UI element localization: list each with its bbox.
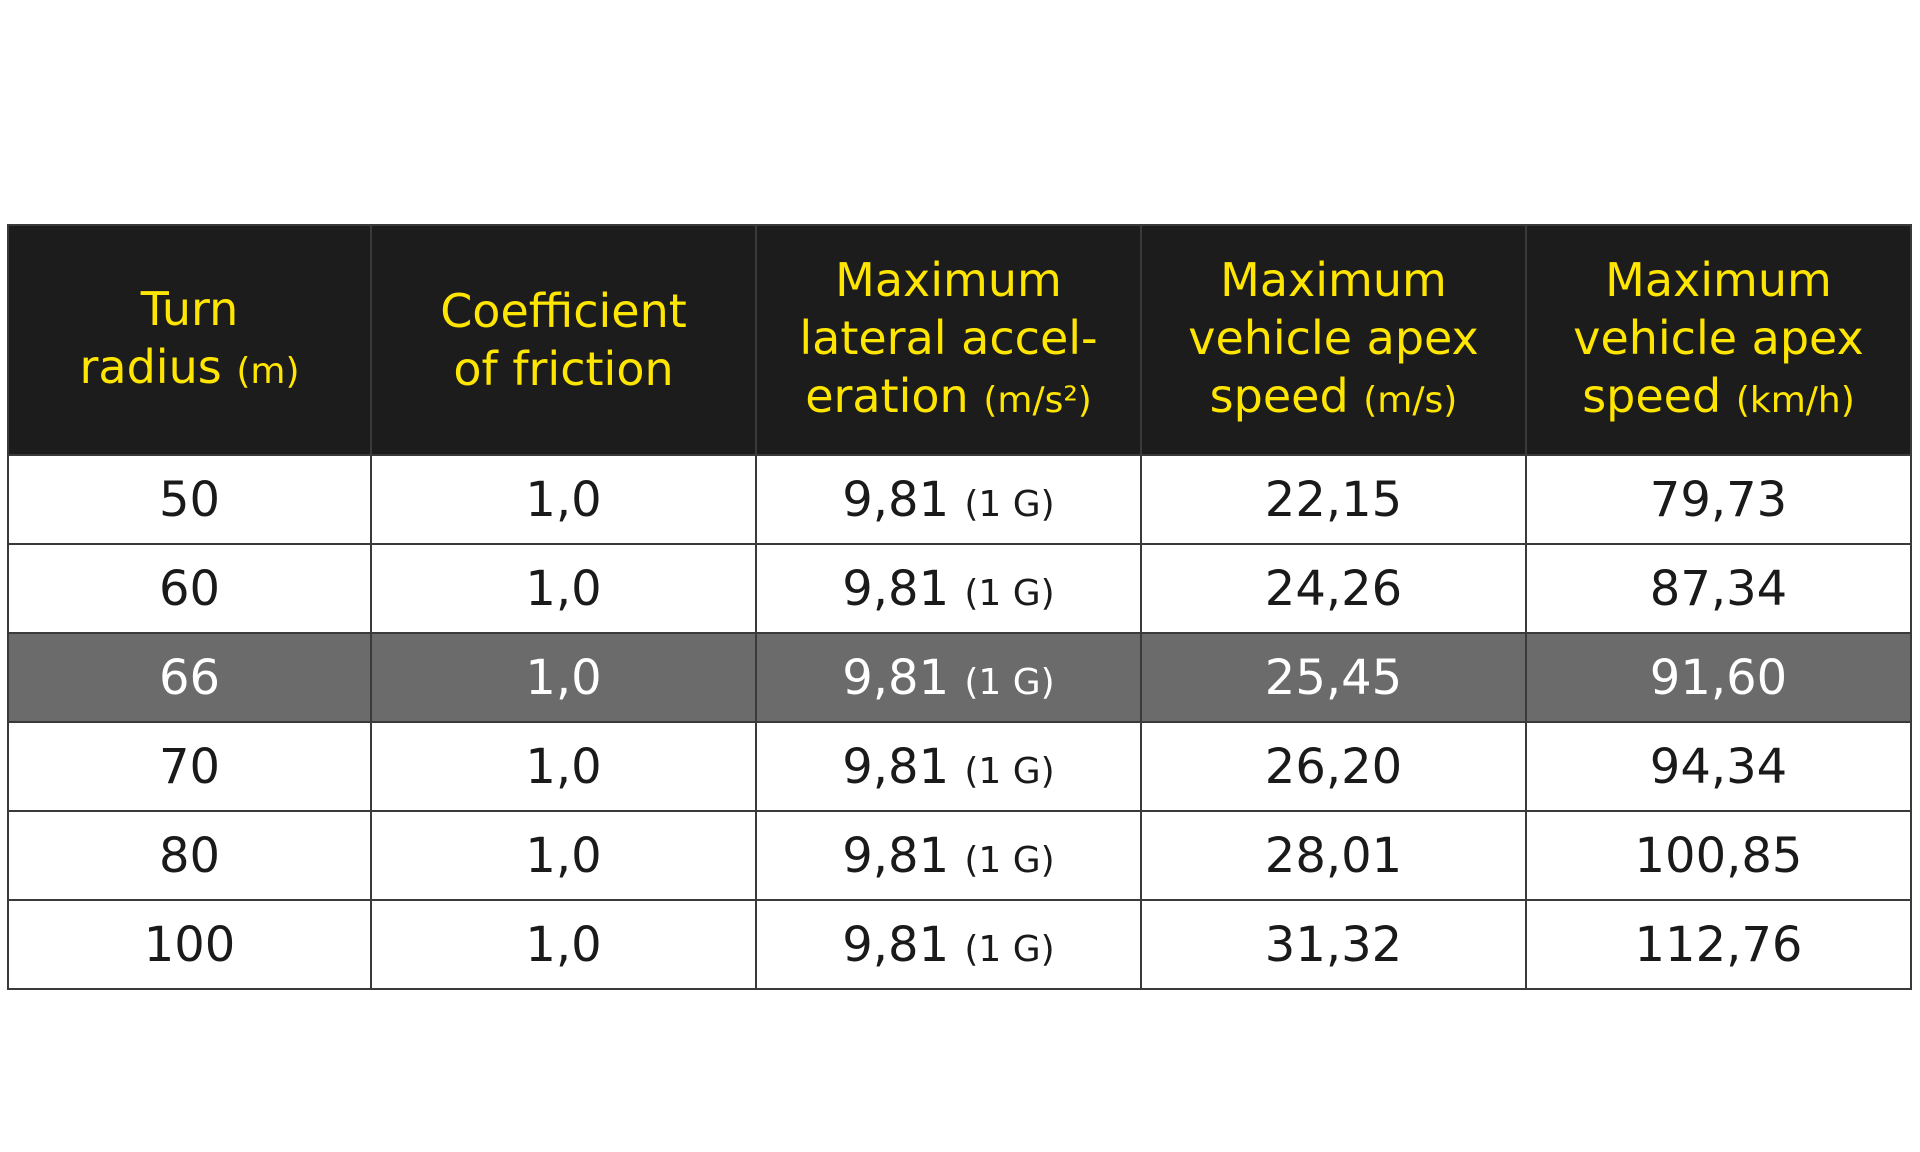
header-text: speed: [1582, 368, 1722, 423]
table-cell: 9,81 (1 G): [755, 543, 1142, 634]
table-cell: 1,0: [370, 721, 757, 812]
table-cell: 1,0: [370, 810, 757, 901]
cell-value: 28,01: [1264, 827, 1403, 884]
header-text: vehicle apex: [1573, 310, 1864, 365]
cell-note: (1 G): [964, 839, 1055, 881]
table-cell: 24,26: [1140, 543, 1527, 634]
table-row: 60 1,0 9,81 (1 G) 24,26 87,34: [7, 543, 1912, 634]
cell-value: 87,34: [1649, 560, 1788, 617]
cell-value: 1,0: [525, 827, 602, 884]
cell-value: 9,81: [842, 916, 950, 973]
cell-value: 1,0: [525, 471, 602, 528]
header-cell: Maximum lateral accel-eration (m/s²): [755, 224, 1142, 456]
cell-note: (1 G): [964, 661, 1055, 703]
header-cell: Maximum vehicle apex speed (m/s): [1140, 224, 1527, 456]
header-text: Maximum: [1605, 252, 1832, 307]
header-text: eration: [805, 368, 969, 423]
cell-value: 22,15: [1264, 471, 1403, 528]
table-cell: 112,76: [1525, 899, 1912, 990]
table-cell: 100,85: [1525, 810, 1912, 901]
table-cell: 1,0: [370, 543, 757, 634]
cell-note: (1 G): [964, 572, 1055, 614]
cell-value: 25,45: [1264, 649, 1403, 706]
table-cell: 100: [7, 899, 372, 990]
table-cell: 9,81 (1 G): [755, 454, 1142, 545]
cell-value: 9,81: [842, 471, 950, 528]
cell-note: (1 G): [964, 928, 1055, 970]
cell-value: 66: [158, 649, 221, 706]
table-cell: 91,60: [1525, 632, 1912, 723]
table-cell: 80: [7, 810, 372, 901]
table-cell: 9,81 (1 G): [755, 632, 1142, 723]
header-text: lateral accel-: [799, 310, 1098, 365]
header-unit: (m): [236, 350, 300, 392]
cell-value: 31,32: [1264, 916, 1403, 973]
header-text: Maximum: [835, 252, 1062, 307]
table-cell: 1,0: [370, 632, 757, 723]
table-cell: 66: [7, 632, 372, 723]
table-cell: 79,73: [1525, 454, 1912, 545]
table-cell: 1,0: [370, 899, 757, 990]
table-cell: 94,34: [1525, 721, 1912, 812]
header-text: vehicle apex: [1188, 310, 1479, 365]
table-row: 100 1,0 9,81 (1 G) 31,32 112,76: [7, 899, 1912, 990]
table-cell: 60: [7, 543, 372, 634]
cell-value: 100: [143, 916, 236, 973]
table-cell: 22,15: [1140, 454, 1527, 545]
header-cell: Turn radius (m): [7, 224, 372, 456]
cell-value: 94,34: [1649, 738, 1788, 795]
header-row: Turn radius (m) Coefficient of friction Maxi…: [7, 224, 1912, 456]
cell-value: 60: [158, 560, 221, 617]
table-cell: 9,81 (1 G): [755, 810, 1142, 901]
table-row: 50 1,0 9,81 (1 G) 22,15 79,73: [7, 454, 1912, 545]
header-cell: Maximum vehicle apex speed (km/h): [1525, 224, 1912, 456]
table-body: 50 1,0 9,81 (1 G) 22,15 79,73 60 1,0 9,81 (1 G)…: [7, 454, 1912, 990]
table-row: 80 1,0 9,81 (1 G) 28,01 100,85: [7, 810, 1912, 901]
header-unit: (km/h): [1735, 379, 1855, 421]
header-text: of friction: [453, 342, 674, 396]
header-text: Maximum: [1220, 252, 1447, 307]
cell-value: 79,73: [1649, 471, 1788, 528]
data-table: Turn radius (m) Coefficient of friction Maxi…: [7, 224, 1912, 990]
table-cell: 26,20: [1140, 721, 1527, 812]
cell-note: (1 G): [964, 750, 1055, 792]
cell-value: 24,26: [1264, 560, 1403, 617]
cell-value: 9,81: [842, 649, 950, 706]
cell-value: 9,81: [842, 560, 950, 617]
table-cell: 50: [7, 454, 372, 545]
cell-value: 100,85: [1634, 827, 1803, 884]
header-unit: (m/s): [1363, 379, 1458, 421]
cell-value: 70: [158, 738, 221, 795]
header-unit: (m/s²): [983, 379, 1092, 421]
cell-value: 1,0: [525, 560, 602, 617]
cell-value: 80: [158, 827, 221, 884]
table-cell: 31,32: [1140, 899, 1527, 990]
header-cell: Coefficient of friction: [370, 224, 757, 456]
cell-value: 26,20: [1264, 738, 1403, 795]
table-cell: 1,0: [370, 454, 757, 545]
header-text: radius: [79, 339, 222, 394]
table-row: 70 1,0 9,81 (1 G) 26,20 94,34: [7, 721, 1912, 812]
table-cell: 87,34: [1525, 543, 1912, 634]
table-row: 66 1,0 9,81 (1 G) 25,45 91,60: [7, 632, 1912, 723]
table-cell: 9,81 (1 G): [755, 721, 1142, 812]
cell-value: 1,0: [525, 916, 602, 973]
cell-value: 50: [158, 471, 221, 528]
header-text: Turn: [140, 281, 239, 336]
header-text: speed: [1209, 368, 1349, 423]
cell-value: 1,0: [525, 738, 602, 795]
table-cell: 28,01: [1140, 810, 1527, 901]
cell-value: 9,81: [842, 827, 950, 884]
cell-value: 1,0: [525, 649, 602, 706]
cell-value: 9,81: [842, 738, 950, 795]
table-cell: 9,81 (1 G): [755, 899, 1142, 990]
table-cell: 70: [7, 721, 372, 812]
cell-value: 91,60: [1649, 649, 1788, 706]
header-text: Coefficient: [440, 284, 687, 338]
table-cell: 25,45: [1140, 632, 1527, 723]
cell-value: 112,76: [1634, 916, 1803, 973]
cell-note: (1 G): [964, 483, 1055, 525]
